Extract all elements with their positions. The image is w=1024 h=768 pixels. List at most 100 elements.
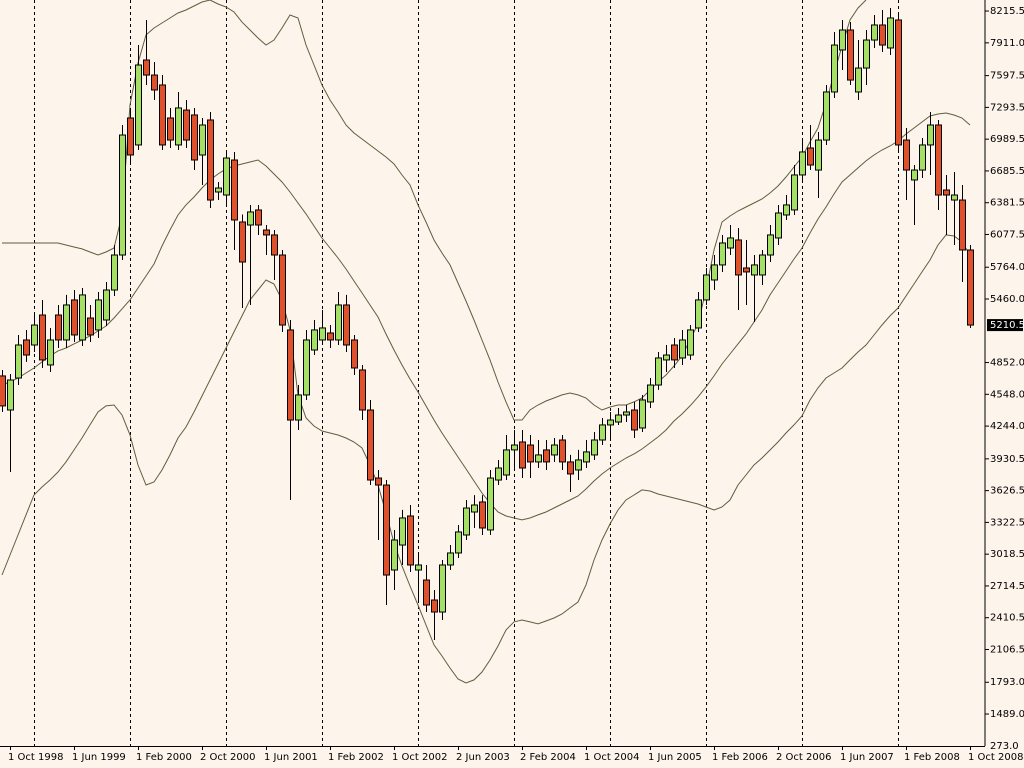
candle-body	[15, 344, 22, 379]
candle-body	[959, 199, 966, 251]
x-tick-label: 1 Jun 2001	[264, 752, 318, 763]
y-tick-label: 4244.0	[990, 421, 1024, 432]
candle-body	[759, 254, 766, 276]
candle-body	[31, 324, 38, 346]
candle-body	[135, 64, 142, 146]
y-tick-label: 3626.5	[990, 486, 1024, 497]
candle-body	[375, 477, 382, 486]
y-tick-label: 4548.0	[990, 389, 1024, 400]
candle-body	[447, 552, 454, 566]
candle-body	[679, 339, 686, 359]
candle-body	[79, 294, 86, 341]
candle-body	[519, 441, 526, 469]
candle-body	[831, 44, 838, 93]
y-tick-label: 2410.5	[990, 613, 1024, 624]
candle-body	[231, 159, 238, 221]
plot-area	[0, 0, 974, 746]
candle-body	[543, 449, 550, 463]
x-tick-label: 1 Feb 2000	[136, 752, 192, 763]
candle-body	[199, 124, 206, 156]
candle-body	[207, 119, 214, 201]
y-tick-label: 6381.5	[990, 198, 1024, 209]
candle-body	[575, 459, 582, 471]
candle-body	[151, 74, 158, 91]
candle-body	[7, 379, 14, 411]
x-tick-label: 1 Jun 1999	[72, 752, 126, 763]
candle-body	[479, 501, 486, 529]
candle-body	[735, 239, 742, 276]
candle-body	[719, 242, 726, 266]
candle-body	[335, 304, 342, 341]
candle-body	[103, 289, 110, 321]
candle-body	[183, 109, 190, 141]
candle-body	[879, 24, 886, 46]
candle-body	[463, 507, 470, 536]
candle-body	[663, 354, 670, 361]
candle-body	[847, 29, 854, 81]
candle-body	[87, 317, 94, 336]
candle-body	[631, 409, 638, 431]
candle-body	[55, 314, 62, 341]
candle-body	[215, 187, 222, 193]
candle-body	[95, 299, 102, 331]
candle-body	[559, 439, 566, 463]
y-tick-label: 6989.5	[990, 134, 1024, 145]
y-tick-label: 8215.5	[990, 6, 1024, 17]
last-price-label: 5210.5	[990, 320, 1024, 331]
x-tick-label: 2 Jun 2003	[456, 752, 510, 763]
y-tick-label: 6685.5	[990, 166, 1024, 177]
band-middle	[1, 112, 971, 521]
x-tick-label: 1 Jun 2005	[648, 752, 702, 763]
candle-body	[423, 579, 430, 606]
candle-body	[871, 24, 878, 41]
candle-body	[799, 151, 806, 176]
candle-body	[167, 117, 174, 141]
candle-body	[751, 264, 758, 276]
candle-body	[743, 267, 750, 273]
candle-body	[791, 174, 798, 211]
candle-body	[351, 339, 358, 369]
candle-body	[127, 117, 134, 156]
x-tick-label: 1 Oct 2002	[392, 752, 447, 763]
candle-body	[551, 444, 558, 456]
candle-body	[279, 254, 286, 326]
candle-body	[583, 451, 590, 463]
candle-body	[311, 329, 318, 351]
y-tick-label: 7597.5	[990, 71, 1024, 82]
candle-body	[63, 304, 70, 341]
candle-body	[119, 134, 126, 256]
candle-body	[239, 221, 246, 263]
candle-body	[935, 124, 942, 196]
candle-body	[263, 229, 270, 236]
candle-body	[655, 357, 662, 386]
band-lower	[1, 234, 971, 684]
candle-body	[287, 329, 294, 421]
y-tick-label: 3322.5	[990, 517, 1024, 528]
candle-body	[903, 139, 910, 171]
candle-body	[815, 139, 822, 171]
candle-body	[175, 107, 182, 146]
candle-body	[567, 461, 574, 475]
candle-body	[327, 332, 334, 341]
candle-body	[359, 369, 366, 411]
candle-body	[671, 344, 678, 361]
candle-body	[191, 114, 198, 161]
x-tick-label: 1 Feb 2006	[712, 752, 768, 763]
candle-body	[775, 212, 782, 239]
candle-body	[487, 477, 494, 531]
candle-body	[943, 189, 950, 196]
candle-body	[303, 339, 310, 396]
candle-body	[471, 504, 478, 513]
x-tick-label: 2 Feb 2004	[520, 752, 576, 763]
candle-body	[71, 299, 78, 336]
candle-body	[591, 439, 598, 456]
candle-body	[703, 274, 710, 301]
candle-body	[711, 264, 718, 281]
candle-body	[223, 157, 230, 196]
candle-body	[607, 419, 614, 426]
y-tick-label: 1489.0	[990, 709, 1024, 720]
candle-body	[855, 67, 862, 93]
x-tick-label: 2 Oct 2000	[200, 752, 255, 763]
candle-body	[615, 414, 622, 423]
candle-body	[919, 144, 926, 171]
